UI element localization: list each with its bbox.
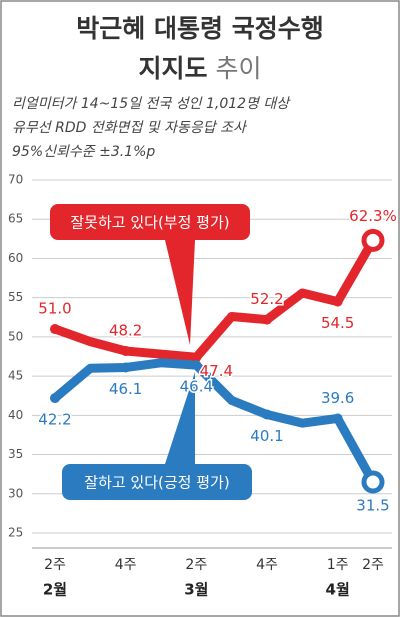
- callout-pointer: [165, 372, 195, 464]
- subtitle: 유무선 RDD 전화면접 및 자동응답 조사: [12, 120, 248, 136]
- callout-pointer: [165, 240, 195, 345]
- x-tick-label: 4주: [115, 557, 137, 573]
- legend-label: 잘하고 있다(긍정 평가): [84, 474, 229, 492]
- legend-label: 잘못하고 있다(부정 평가): [70, 214, 229, 232]
- point: [120, 346, 131, 357]
- data-label: 51.0: [38, 300, 71, 318]
- x-tick-label: 2주: [44, 557, 66, 573]
- title-light: 추이: [215, 54, 261, 83]
- point: [361, 228, 385, 252]
- data-label: 31.5: [356, 497, 389, 515]
- data-label: 46.4: [180, 378, 213, 396]
- y-tick-label: 50: [8, 329, 23, 343]
- point: [50, 393, 60, 404]
- y-tick-label: 30: [8, 486, 23, 500]
- series-line: [50, 235, 378, 362]
- x-tick-label: 2주: [362, 557, 384, 573]
- callout-box: [62, 464, 252, 500]
- point: [262, 409, 272, 420]
- data-label: 62.3%: [349, 207, 397, 225]
- x-tick-label: 1주: [327, 557, 349, 573]
- series-line: [50, 358, 378, 487]
- title: 박근혜 대통령 국정수행: [76, 14, 323, 43]
- subtitle: 95%신뢰수준 ±3.1%p: [12, 144, 155, 160]
- point: [361, 470, 385, 494]
- point: [262, 314, 272, 325]
- y-tick-label: 45: [8, 369, 23, 383]
- y-tick-label: 35: [8, 447, 23, 461]
- data-label: 40.1: [250, 427, 283, 445]
- point: [332, 296, 343, 307]
- point: [332, 413, 343, 424]
- title-line2: 지지도 추이: [139, 54, 262, 83]
- data-label: 52.2: [250, 290, 283, 308]
- data-label: 47.4: [200, 362, 233, 380]
- data-label: 42.2: [38, 411, 71, 429]
- data-label: 46.1: [109, 380, 142, 398]
- y-tick-label: 25: [8, 526, 23, 540]
- y-tick-label: 70: [8, 173, 23, 187]
- data-label: 54.5: [321, 314, 354, 332]
- title-bold: 지지도: [139, 54, 208, 83]
- point: [50, 324, 60, 335]
- y-tick-label: 60: [8, 251, 23, 265]
- callout-box: [50, 204, 250, 240]
- subtitle: 리얼미터가 14~15일 전국 성인 1,012명 대상: [12, 96, 291, 112]
- point: [120, 362, 131, 373]
- month-label: 4월: [326, 581, 350, 599]
- y-tick-label: 65: [8, 212, 23, 226]
- month-label: 2월: [43, 581, 67, 599]
- month-label: 3월: [184, 581, 208, 599]
- y-tick-label: 55: [8, 290, 23, 304]
- x-tick-label: 4주: [256, 557, 278, 573]
- point: [191, 352, 202, 363]
- point: [191, 360, 202, 371]
- data-label: 48.2: [109, 322, 142, 340]
- x-tick-label: 2주: [185, 557, 207, 573]
- y-tick-label: 40: [8, 408, 23, 422]
- data-label: 39.6: [321, 389, 354, 407]
